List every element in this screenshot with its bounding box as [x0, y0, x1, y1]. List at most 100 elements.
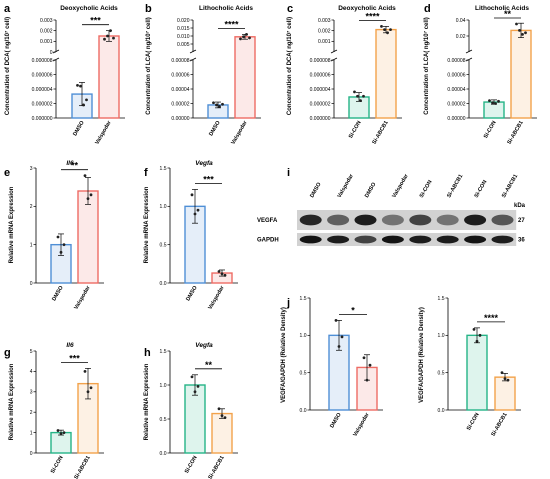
panel-b: 0.00000 0.00002 0.00004 0.00006 0.00008 0.005… [145, 3, 261, 146]
data-point [242, 35, 245, 39]
data-point [86, 197, 90, 201]
panel-label: e [4, 167, 10, 179]
data-point [518, 29, 521, 32]
data-point [386, 31, 389, 35]
panel-label: f [144, 167, 148, 179]
panel-j2: 0.0 0.5 1.0 1.5 Si-CON Si-ABCB1 **** VEGFA/GAPD… [419, 296, 521, 438]
x-tick-label: Si-ABCB1 [208, 455, 226, 479]
data-point [218, 105, 221, 108]
x-tick-label: Valspodar [230, 119, 249, 146]
blot-band [409, 214, 432, 226]
x-tick-label: Valspodar [94, 119, 113, 146]
y-tick-label: 0.000006 [310, 72, 331, 78]
panel-c: 0.000000 0.000002 0.000004 0.000006 0.000008… [287, 3, 402, 146]
data-point [497, 99, 500, 103]
y-tick-label: 1.5 [160, 166, 167, 172]
panel-label: b [145, 3, 152, 15]
lane-label: Valspodar [337, 172, 356, 199]
lane-label: Si-ABCB1 [446, 173, 464, 199]
y-tick-label: 0.000000 [32, 116, 53, 122]
y-axis-label: VEGFA/GAPDH (Relative Density) [419, 307, 425, 403]
data-point [106, 34, 109, 38]
data-point [383, 28, 386, 31]
y-tick-label: 2 [30, 204, 33, 210]
lane-label: Si-CON [474, 179, 489, 199]
y-tick-label: 0.00002 [171, 101, 189, 107]
blot-band [299, 235, 322, 244]
panel-g: 0 1 2 3 4 5 Si-CON Si-ABCB1 *** g Il6 Relative mRNA… [4, 342, 104, 479]
data-point [368, 363, 372, 367]
y-tick-label: 0.002 [40, 28, 53, 34]
y-tick-label: 0.0 [160, 281, 167, 287]
y-tick-label: 1.0 [160, 204, 167, 210]
data-point [524, 31, 527, 35]
y-tick-label: 0.000004 [32, 87, 53, 93]
data-point [340, 335, 344, 339]
bar-si-abcb1 [375, 28, 397, 119]
y-tick-label: 5 [30, 349, 33, 355]
y-tick-label: 1.0 [300, 333, 307, 339]
panel-d: 0.00000 0.00002 0.00004 0.00006 0.00008 0.02 0… [424, 3, 537, 146]
data-point [193, 390, 197, 394]
panel-label: c [287, 3, 293, 15]
panel-label: h [144, 347, 151, 359]
data-point [83, 174, 87, 178]
blot-band [299, 214, 322, 226]
y-tick-label: 0.00004 [447, 87, 465, 93]
significance-label: **** [224, 19, 239, 29]
panel-title: Vegfa [195, 160, 213, 167]
y-tick-label: 1.5 [160, 349, 167, 355]
y-tick-label: 2 [30, 410, 33, 416]
blot-band [464, 214, 487, 226]
y-tick-label: 1.0 [438, 333, 445, 339]
x-tick-label: DMSO [329, 411, 343, 429]
data-point [362, 356, 366, 360]
y-axis-label: Concentration of DCA( ng/10⁷ cell) [287, 17, 293, 115]
data-point [494, 102, 497, 105]
data-point [196, 384, 200, 388]
y-tick-label: 0.001 [40, 39, 53, 45]
data-point [212, 101, 215, 105]
data-point [500, 371, 504, 375]
y-tick-label: 1.5 [438, 296, 445, 302]
y-tick-label: 0.000008 [310, 58, 331, 64]
data-point [488, 99, 491, 102]
y-tick-label: 0.00008 [447, 58, 465, 64]
axis-break-mark [189, 57, 197, 62]
data-point [220, 414, 224, 417]
y-tick-label: 0 [30, 281, 33, 287]
blot-band [327, 214, 350, 226]
y-tick-label: 0.02 [456, 34, 466, 40]
y-tick-label: 0.003 [40, 18, 53, 24]
y-tick-label: 0.04 [456, 18, 466, 24]
x-tick-label: Si-CON [184, 455, 199, 475]
bar-si-abcb1 [211, 412, 233, 454]
x-tick-label: DMSO [72, 119, 86, 137]
y-tick-label: 0.010 [177, 34, 190, 40]
band-name: GAPDH [257, 238, 279, 244]
data-point [356, 94, 359, 98]
x-tick-label: Si-ABCB1 [372, 120, 390, 146]
y-tick-label: 1.5 [300, 296, 307, 302]
data-point [193, 212, 197, 216]
y-axis-label: Concentration of DCA( ng/10⁷ cell) [5, 17, 11, 115]
data-point [89, 386, 93, 390]
panel-title: Lithocholic Acids [475, 5, 529, 12]
axis-break-mark [52, 57, 60, 62]
y-tick-label: 0.5 [160, 242, 167, 248]
x-tick-label: Si-CON [348, 120, 363, 140]
data-point [79, 84, 82, 88]
band-name: VEGFA [257, 218, 278, 224]
data-point [359, 99, 362, 102]
y-tick-label: 0.001 [318, 39, 331, 45]
data-point [103, 37, 106, 41]
data-point [337, 345, 341, 348]
y-tick-label: 0.005 [177, 42, 190, 48]
y-tick-label: 0.020 [177, 18, 190, 24]
data-point [215, 103, 218, 107]
y-tick-label: 0 [50, 50, 53, 56]
data-point [190, 375, 194, 379]
x-tick-label: DMSO [208, 119, 222, 137]
y-tick-label: 0.5 [438, 370, 445, 376]
